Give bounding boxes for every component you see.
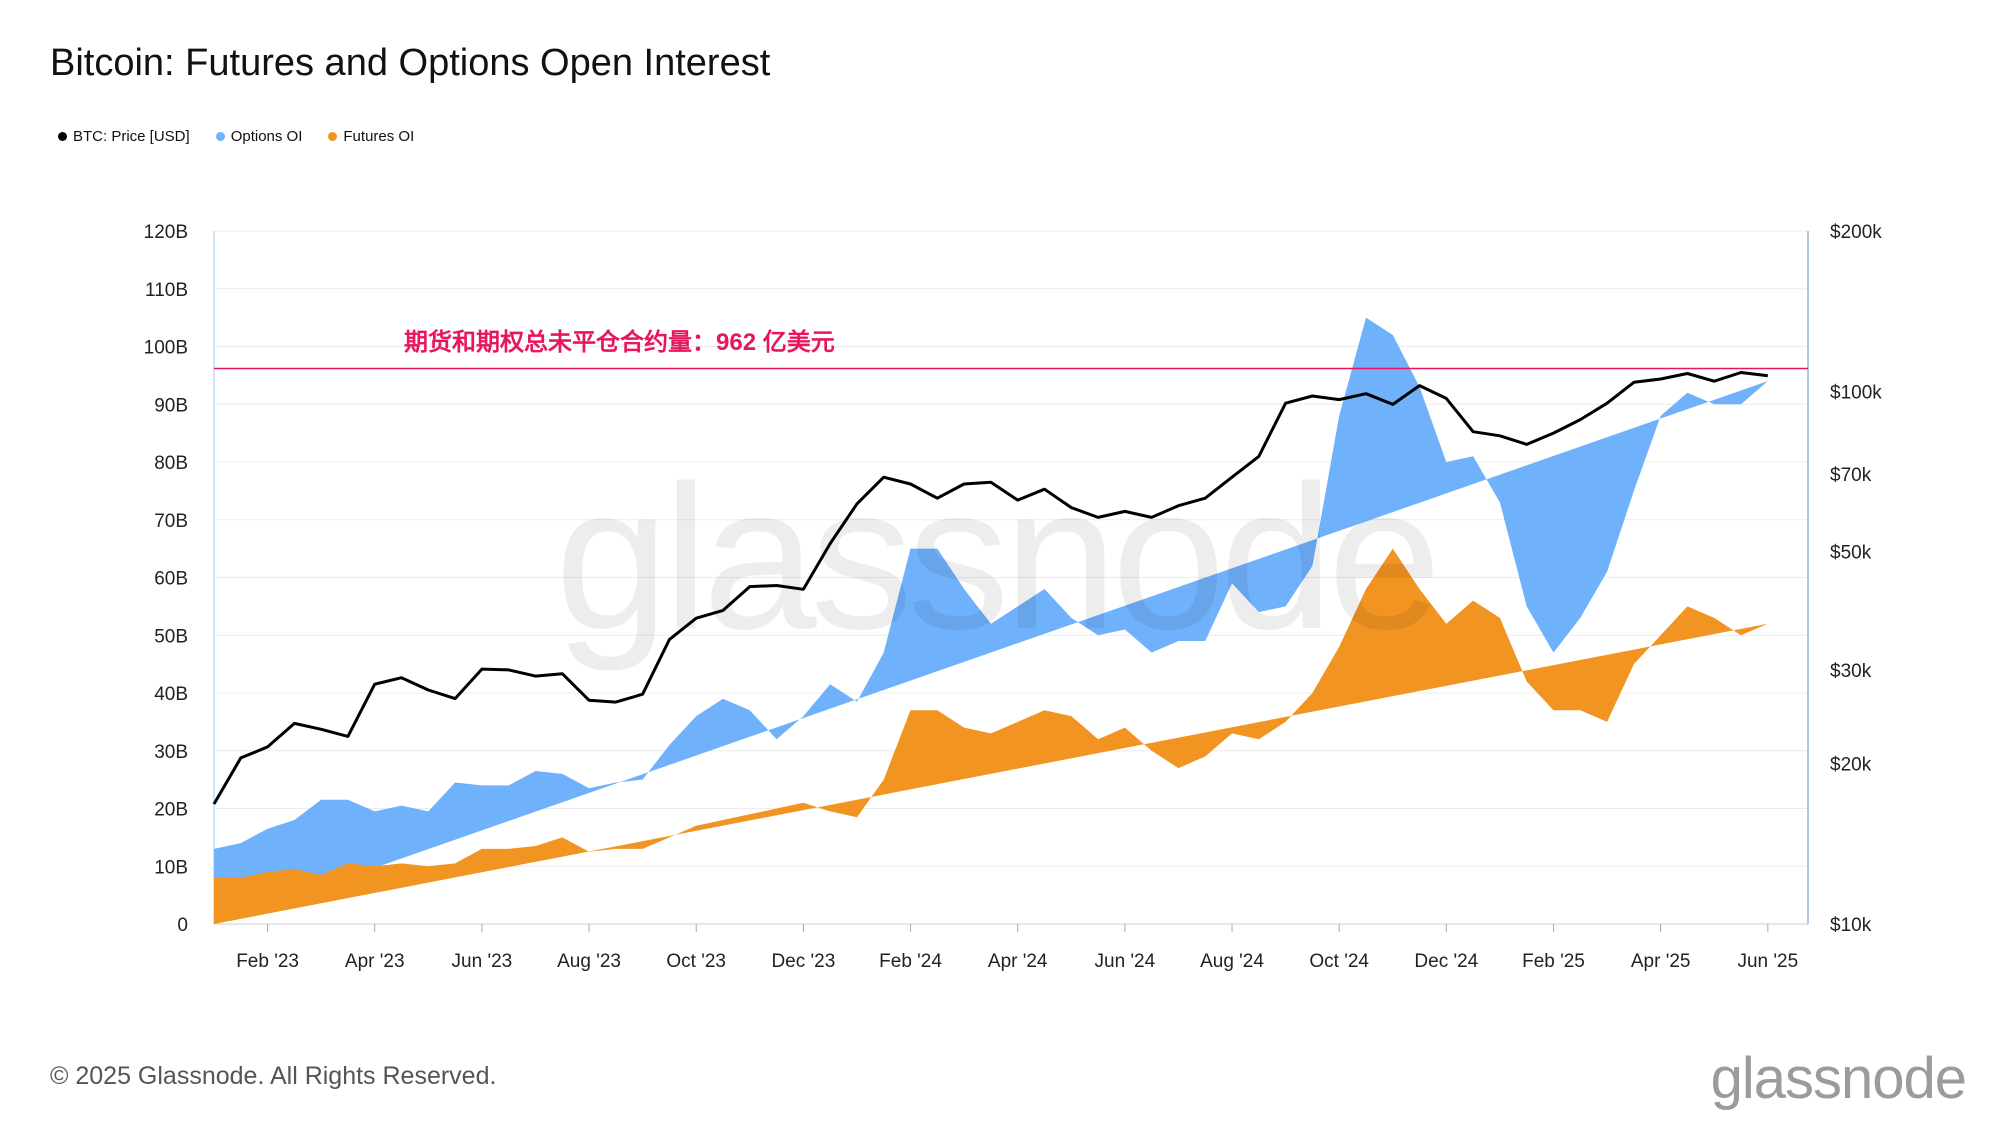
y-right-tick-label: $50k bbox=[1830, 543, 1872, 564]
futures-oi-area bbox=[214, 548, 1768, 924]
y-left-tick-label: 50B bbox=[154, 626, 188, 647]
legend-dot-options bbox=[215, 132, 225, 141]
y-left-tick-label: 40B bbox=[154, 684, 188, 705]
reference-line-label: 期货和期权总未平仓合约量：962 亿美元 bbox=[404, 329, 835, 356]
x-tick-label: Feb '25 bbox=[1522, 951, 1585, 972]
y-right-tick-label: $200k bbox=[1830, 222, 1882, 243]
x-tick-label: Dec '24 bbox=[1414, 951, 1478, 972]
y-left-tick-label: 70B bbox=[154, 511, 188, 532]
x-tick-label: Apr '24 bbox=[988, 951, 1048, 972]
legend-dot-futures bbox=[328, 132, 338, 141]
legend-label-futures: Futures OI bbox=[343, 128, 415, 145]
x-tick-label: Feb '24 bbox=[879, 951, 942, 972]
glassnode-logo: glassnode bbox=[1710, 1046, 1967, 1111]
copyright: © 2025 Glassnode. All Rights Reserved. bbox=[50, 1062, 497, 1090]
x-tick-label: Jun '25 bbox=[1737, 951, 1798, 972]
y-right-tick-label: $30k bbox=[1830, 661, 1872, 682]
y-left-tick-label: 20B bbox=[154, 800, 188, 821]
x-tick-label: Apr '25 bbox=[1631, 951, 1691, 972]
legend-item-futures[interactable]: Futures OI bbox=[328, 128, 414, 145]
y-left-tick-label: 60B bbox=[154, 569, 188, 590]
legend-label-price: BTC: Price [USD] bbox=[73, 128, 190, 145]
x-tick-label: Oct '23 bbox=[666, 951, 726, 972]
y-right-tick-label: $10k bbox=[1830, 915, 1872, 936]
x-tick-label: Feb '23 bbox=[236, 951, 299, 972]
x-tick-label: Aug '24 bbox=[1200, 951, 1264, 972]
y-left-tick-label: 0 bbox=[177, 915, 188, 936]
y-right-tick-label: $100k bbox=[1830, 382, 1882, 403]
y-right-tick-label: $20k bbox=[1830, 755, 1872, 776]
legend-item-options[interactable]: Options OI bbox=[215, 128, 303, 145]
x-tick-label: Aug '23 bbox=[557, 951, 621, 972]
y-left-tick-label: 80B bbox=[154, 453, 188, 474]
y-left-tick-label: 10B bbox=[154, 857, 188, 878]
chart-title: Bitcoin: Futures and Options Open Intere… bbox=[50, 42, 771, 84]
y-left-tick-label: 120B bbox=[144, 222, 188, 243]
x-tick-label: Jun '23 bbox=[452, 951, 513, 972]
y-right-tick-label: $70k bbox=[1830, 465, 1872, 486]
legend-label-options: Options OI bbox=[230, 128, 303, 145]
x-tick-label: Apr '23 bbox=[345, 951, 405, 972]
x-tick-label: Oct '24 bbox=[1309, 951, 1369, 972]
legend-item-price[interactable]: BTC: Price [USD] bbox=[58, 128, 190, 145]
y-left-tick-label: 110B bbox=[145, 280, 188, 301]
x-tick-label: Jun '24 bbox=[1095, 951, 1156, 972]
y-left-tick-label: 30B bbox=[154, 742, 188, 763]
options-oi-area bbox=[214, 317, 1768, 925]
legend-dot-price bbox=[58, 132, 67, 141]
y-left-tick-label: 100B bbox=[144, 338, 188, 359]
y-left-tick-label: 90B bbox=[154, 395, 188, 416]
legend: BTC: Price [USD] Options OI Futures OI bbox=[58, 128, 414, 145]
btc-price-line bbox=[212, 371, 1768, 805]
x-tick-label: Dec '23 bbox=[771, 951, 835, 972]
